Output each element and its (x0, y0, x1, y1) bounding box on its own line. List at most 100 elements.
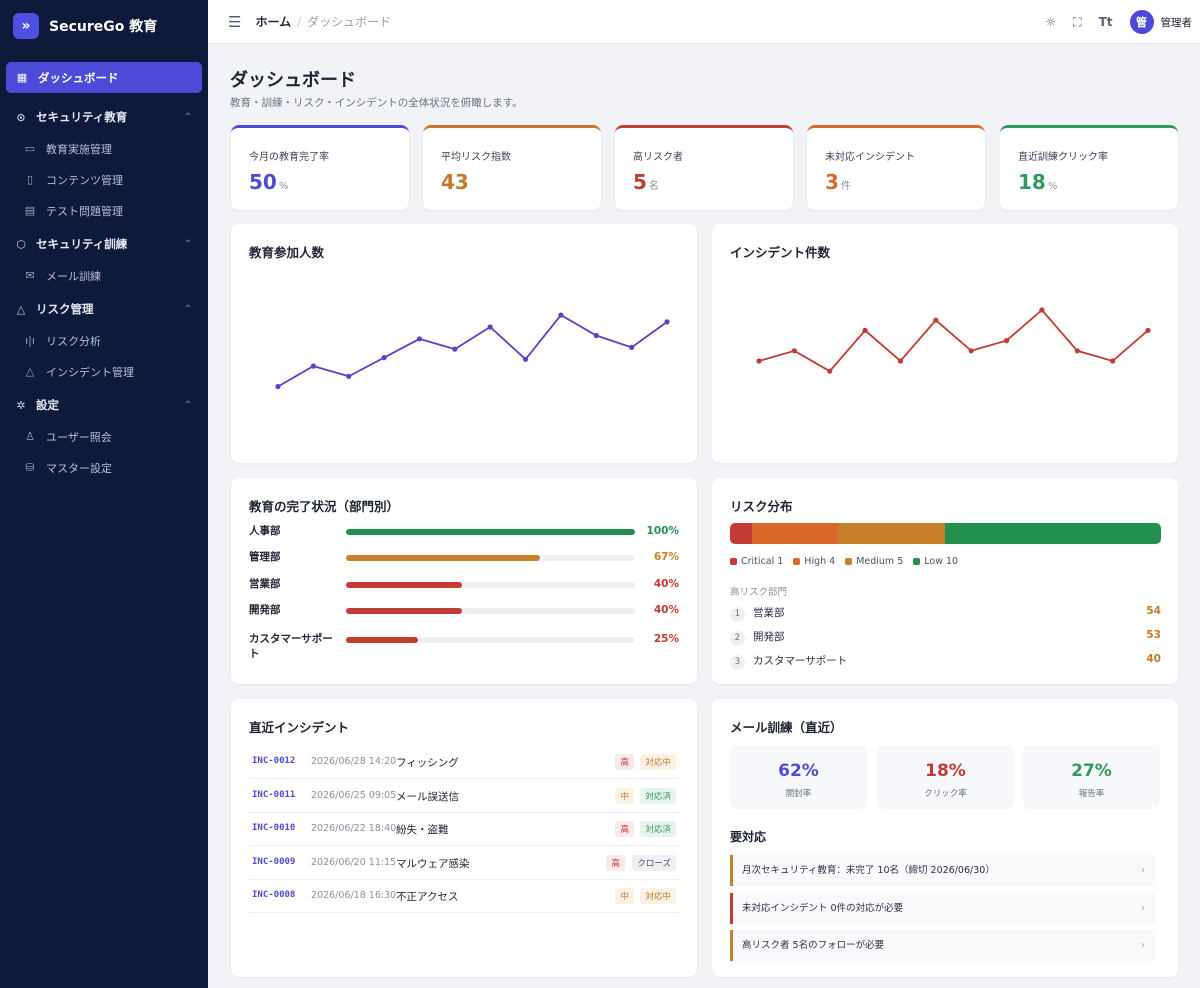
data-point[interactable] (827, 368, 833, 374)
chart-title: インシデント件数 (730, 245, 831, 260)
breadcrumb-current: ダッシュボード (307, 15, 392, 29)
incident-id[interactable]: INC-0008 (252, 890, 296, 901)
book-icon: ▯ (26, 173, 34, 186)
mail-stat-label: 報告率 (1078, 789, 1105, 799)
chevron-right-icon: › (1141, 940, 1145, 951)
data-point[interactable] (1039, 307, 1045, 313)
bar-chart-icon: ı|ı (25, 334, 35, 347)
progress-percent: 100% (646, 525, 679, 537)
sidebar-item-label: 教育実施管理 (46, 142, 112, 156)
incident-id[interactable]: INC-0010 (252, 823, 296, 834)
sidebar-nav: ▦ ダッシュボード ⊙ セキュリティ教育 ⌃ ▭ 教育実施管理 ▯ コンテンツ管… (0, 52, 208, 483)
status-badge: 対応済 (640, 787, 676, 804)
chevron-up-icon: ⌃ (183, 303, 192, 315)
sidebar-item-risk-analysis[interactable]: ı|ı リスク分析 (6, 325, 202, 356)
status-badge: 対応中 (640, 888, 676, 905)
risk-segment (945, 523, 1161, 544)
sidebar-section-education[interactable]: ⊙ セキュリティ教育 ⌃ (6, 101, 202, 133)
sidebar-item-label: リスク分析 (46, 334, 101, 348)
incident-id[interactable]: INC-0011 (252, 789, 296, 800)
incident-row[interactable]: INC-0012 2026/06/28 14:20 フィッシング 高対応中 (249, 746, 679, 779)
data-point[interactable] (522, 356, 529, 362)
severity-badge: 中 (615, 888, 634, 905)
data-point[interactable] (862, 327, 868, 333)
data-point[interactable] (452, 346, 458, 352)
avatar[interactable]: 管 (1129, 10, 1154, 34)
data-point[interactable] (629, 344, 635, 350)
progress-label: 管理部 (249, 551, 281, 563)
data-point[interactable] (1110, 358, 1116, 364)
sidebar-item-master-settings[interactable]: ⛁ マスター設定 (6, 452, 202, 483)
sidebar-item-content-management[interactable]: ▯ コンテンツ管理 (6, 164, 202, 195)
incident-row[interactable]: INC-0011 2026/06/25 09:05 メール誤送信 中対応済 (249, 780, 679, 813)
sun-icon[interactable]: ☼ (1045, 15, 1057, 29)
hamburger-menu-icon[interactable]: ☰ (228, 12, 242, 31)
sidebar-item-test-management[interactable]: ▤ テスト問題管理 (6, 195, 202, 226)
risk-card: リスク分布 Critical 1 High 4 Medium 5 Low 10 高リス… (712, 478, 1178, 684)
progress-row: 開発部 40% (249, 603, 679, 621)
sidebar-item-dashboard[interactable]: ▦ ダッシュボード (6, 62, 202, 93)
data-point[interactable] (1003, 338, 1010, 344)
brand[interactable]: » SecureGo 教育 (0, 0, 208, 52)
user-name[interactable]: 管理者 (1160, 16, 1193, 29)
rank-row: 2 開発部 53 (730, 629, 1161, 646)
incident-row[interactable]: INC-0009 2026/06/20 11:15 マルウェア感染 高クローズ (249, 847, 679, 880)
risk-segment (730, 523, 752, 544)
mail-stat-value: 62% (778, 761, 819, 781)
sidebar-section-label: セキュリティ訓練 (36, 237, 128, 251)
brand-name: SecureGo 教育 (49, 19, 158, 35)
sidebar-section-risk[interactable]: △ リスク管理 ⌃ (6, 293, 202, 325)
kpi-value: 50% (249, 170, 289, 194)
check-circle-icon: ⊙ (16, 110, 26, 124)
rank-dept-name: 営業部 (753, 607, 785, 619)
font-size-icon[interactable]: Tt (1098, 15, 1113, 29)
sidebar-item-education-management[interactable]: ▭ 教育実施管理 (6, 133, 202, 164)
sidebar-item-mail-training[interactable]: ✉ メール訓練 (6, 260, 202, 291)
kpi-label: 今月の教育完了率 (249, 152, 329, 163)
data-point[interactable] (791, 348, 797, 354)
data-point[interactable] (1145, 327, 1151, 333)
todo-text: 高リスク者 5名のフォローが必要 (742, 940, 885, 951)
incident-id[interactable]: INC-0009 (252, 856, 296, 867)
progress-track (346, 529, 635, 535)
todo-item[interactable]: 高リスク者 5名のフォローが必要 › (730, 930, 1155, 961)
todo-item[interactable]: 月次セキュリティ教育：未完了 10名（締切 2026/06/30） › (730, 855, 1155, 886)
data-point[interactable] (897, 358, 904, 364)
mail-training-card: メール訓練（直近） 62% 開封率 18% クリック率 27% 報告率 要対応 … (712, 699, 1178, 977)
progress-row: 営業部 40% (249, 577, 679, 595)
data-point[interactable] (275, 383, 281, 390)
incident-row[interactable]: INC-0010 2026/06/22 18:40 紛失・盗難 高対応済 (249, 813, 679, 847)
kpi-card-risk-index: 平均リスク指数 43 (423, 125, 601, 210)
data-point[interactable] (346, 373, 352, 379)
incident-title: フィッシング (396, 757, 459, 769)
data-point[interactable] (968, 348, 974, 354)
incident-date: 2026/06/18 16:30 (311, 890, 397, 902)
data-point[interactable] (593, 332, 599, 339)
data-point[interactable] (756, 358, 762, 364)
fullscreen-icon[interactable]: ⛶ (1073, 14, 1082, 29)
progress-label: 人事部 (249, 525, 281, 537)
data-point[interactable] (416, 336, 423, 342)
sidebar-item-incident-management[interactable]: △ インシデント管理 (6, 356, 202, 387)
incident-id[interactable]: INC-0012 (252, 756, 296, 766)
data-point[interactable] (664, 319, 670, 325)
data-point[interactable] (381, 355, 387, 361)
chevron-up-icon: ⌃ (183, 399, 192, 411)
data-point[interactable] (558, 312, 564, 318)
legend-swatch (730, 558, 737, 565)
todo-item[interactable]: 未対応インシデント 0件の対応が必要 › (730, 893, 1155, 924)
sidebar-item-user-lookup[interactable]: ♙ ユーザー照会 (6, 421, 202, 452)
breadcrumb-home[interactable]: ホーム (255, 15, 292, 29)
rank-row: 1 営業部 54 (730, 605, 1161, 622)
data-point[interactable] (933, 317, 939, 323)
topbar-actions: ☼ ⛶ Tt 管 管理者 (1045, 0, 1192, 44)
sidebar-section-training[interactable]: ⬡ セキュリティ訓練 ⌃ (6, 228, 202, 260)
data-point[interactable] (310, 363, 316, 369)
incident-row[interactable]: INC-0008 2026/06/18 16:30 不正アクセス 中対応中 (249, 880, 679, 914)
data-point[interactable] (1074, 348, 1080, 354)
sidebar-section-settings[interactable]: ✲ 設定 ⌃ (6, 389, 202, 421)
progress-row: カスタマーサポート 25% (249, 632, 679, 660)
data-point[interactable] (487, 324, 493, 330)
progress-label: 営業部 (249, 578, 281, 590)
sidebar-item-label: コンテンツ管理 (46, 173, 123, 187)
